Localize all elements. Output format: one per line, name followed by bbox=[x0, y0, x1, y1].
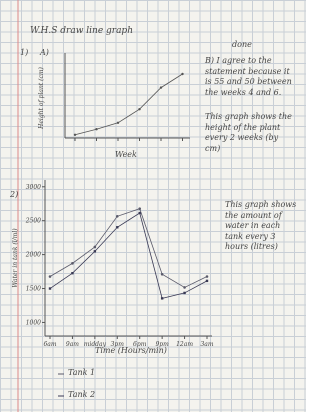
y-tick-label: 1000 bbox=[26, 319, 41, 326]
y-tick-label: 2500 bbox=[25, 218, 41, 225]
point bbox=[181, 73, 183, 75]
point bbox=[116, 215, 119, 218]
x-tick-label: 12am bbox=[176, 341, 193, 348]
line bbox=[50, 213, 207, 298]
description: This graph shows the amount of water in … bbox=[225, 200, 300, 253]
point bbox=[160, 86, 162, 88]
point bbox=[139, 212, 141, 214]
point bbox=[138, 207, 141, 210]
done-note: done bbox=[232, 40, 252, 51]
point bbox=[49, 275, 52, 278]
point bbox=[116, 226, 118, 228]
question-number: 2) bbox=[10, 190, 18, 201]
point bbox=[161, 297, 163, 299]
x-tick-label: 3am bbox=[200, 341, 213, 348]
point bbox=[74, 134, 76, 136]
part-label: A) bbox=[40, 48, 49, 59]
point bbox=[117, 122, 119, 124]
line bbox=[75, 74, 183, 135]
point bbox=[161, 273, 164, 276]
point bbox=[183, 292, 185, 294]
legend-label: Tank 1 bbox=[68, 368, 95, 379]
point bbox=[94, 250, 96, 252]
y-tick-label: 3000 bbox=[26, 184, 41, 191]
point bbox=[183, 286, 186, 289]
y-tick-label: 2000 bbox=[25, 252, 41, 259]
point bbox=[206, 280, 208, 282]
legend-label: Tank 2 bbox=[68, 390, 95, 401]
point bbox=[95, 128, 97, 130]
x-axis-label: Time (Hours/min) bbox=[95, 346, 167, 357]
title: W.H.S draw line graph bbox=[30, 26, 133, 37]
x-tick-label: 6am bbox=[43, 341, 56, 348]
answer: B) I agree to the statement because it i… bbox=[205, 56, 295, 98]
point bbox=[71, 272, 73, 274]
y-tick-label: 1500 bbox=[26, 286, 41, 293]
notebook-page: Height of plant (cm) Water in tank (l/ml)… bbox=[0, 0, 306, 412]
description: This graph shows the height of the plant… bbox=[205, 112, 295, 154]
point bbox=[71, 262, 74, 265]
y-axis-label: Height of plant (cm) bbox=[38, 66, 45, 129]
point bbox=[138, 108, 140, 110]
point bbox=[49, 287, 51, 289]
x-tick-label: 9am bbox=[66, 341, 79, 348]
point bbox=[94, 246, 97, 249]
point bbox=[206, 275, 209, 278]
y-axis-label: Water in tank (l/ml) bbox=[12, 228, 19, 288]
question-number: 1) bbox=[20, 48, 28, 59]
x-axis-label: Week bbox=[115, 150, 137, 161]
